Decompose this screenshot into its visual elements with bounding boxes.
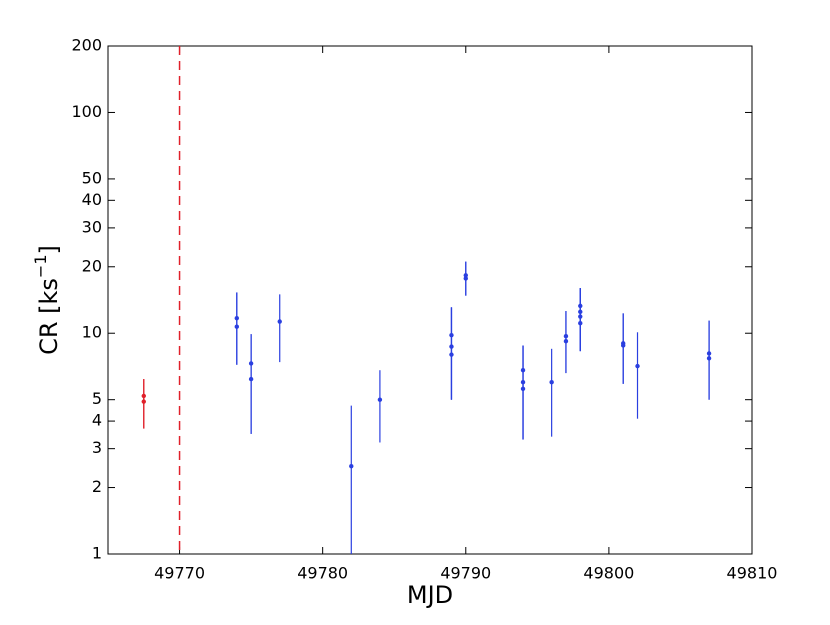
y-tick-label: 20 — [82, 256, 102, 275]
y-tick-label: 200 — [71, 36, 102, 55]
y-axis-label: CR [ks−1] — [31, 245, 64, 355]
data-point — [463, 276, 468, 281]
data-point — [234, 324, 239, 329]
data-point — [449, 352, 454, 357]
x-tick-label: 49780 — [297, 564, 348, 583]
y-tick-label: 100 — [71, 102, 102, 121]
y-tick-label: 30 — [82, 217, 102, 236]
y-tick-label: 4 — [92, 411, 102, 430]
data-point — [141, 399, 146, 404]
plot-area — [141, 261, 712, 554]
y-tick-label: 50 — [82, 168, 102, 187]
data-point — [248, 376, 254, 382]
x-tick-label: 49790 — [440, 564, 491, 583]
y-label-text: CR [ks — [35, 278, 63, 355]
data-point — [377, 397, 383, 402]
data-point — [277, 319, 282, 324]
y-tick-label: 1 — [92, 544, 102, 563]
data-point — [520, 386, 526, 392]
x-tick-label: 49800 — [583, 564, 634, 583]
data-point — [563, 339, 569, 344]
y-label-suffix: ] — [35, 245, 63, 254]
y-tick-label: 3 — [92, 438, 102, 457]
data-point — [706, 356, 712, 361]
y-tick-label: 2 — [92, 477, 102, 496]
data-point — [549, 380, 554, 385]
data-point — [578, 321, 583, 326]
data-point — [621, 343, 626, 348]
plot-frame — [107, 45, 753, 555]
x-axis-label: MJD — [407, 581, 453, 609]
y-tick-label: 10 — [82, 323, 102, 342]
data-point — [635, 363, 640, 369]
y-tick-label: 40 — [82, 190, 102, 209]
x-tick-label: 49810 — [727, 564, 778, 583]
data-point — [349, 463, 354, 469]
y-label-superscript: −1 — [31, 254, 50, 278]
x-tick-label: 49770 — [154, 564, 205, 583]
y-tick-label: 5 — [92, 389, 102, 408]
